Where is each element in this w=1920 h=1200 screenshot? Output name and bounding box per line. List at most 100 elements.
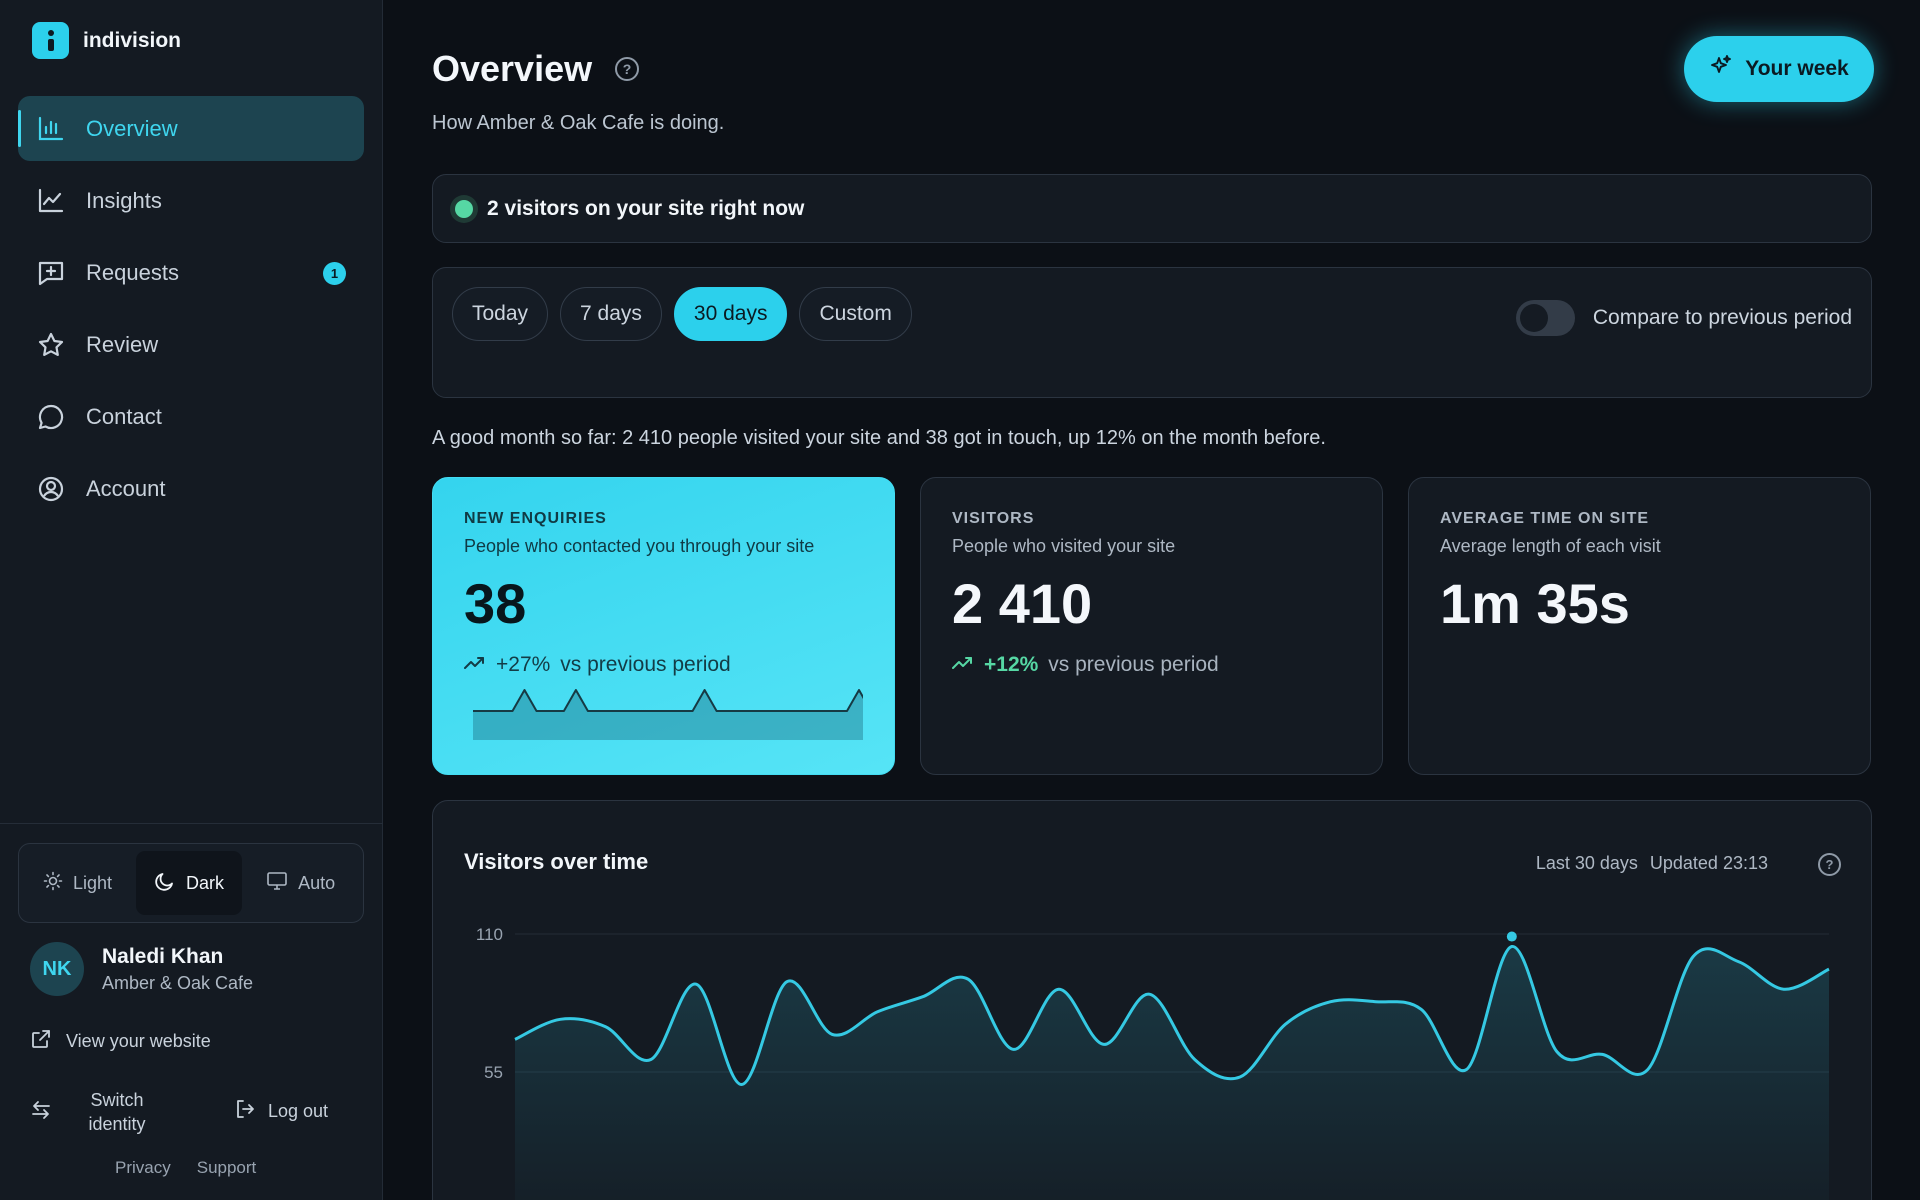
brand[interactable]: indivision xyxy=(32,22,181,59)
bar-chart-icon xyxy=(36,114,66,144)
swap-arrows-icon xyxy=(30,1099,52,1126)
message-plus-icon xyxy=(36,258,66,288)
card-delta: +27% xyxy=(496,653,551,676)
page-title: Overview xyxy=(432,48,593,89)
live-status-dot xyxy=(455,199,473,218)
switch-identity-button[interactable]: Switch identity xyxy=(30,1088,154,1136)
range-7days-button[interactable]: 7 days xyxy=(560,287,662,341)
brand-logo-icon xyxy=(32,22,69,59)
user-org: Amber & Oak Cafe xyxy=(102,972,254,993)
requests-badge: 1 xyxy=(323,262,346,285)
sparkline-line xyxy=(473,689,863,712)
nav-item-insights[interactable]: Insights xyxy=(18,168,364,233)
card-label: NEW ENQUIRIES xyxy=(464,510,607,527)
chart-range-label: Last 30 days xyxy=(1535,853,1638,873)
nav-item-label: Insights xyxy=(86,187,162,213)
theme-auto-button[interactable]: Auto xyxy=(248,851,353,915)
stat-cards: NEW ENQUIRIES People who contacted you t… xyxy=(432,477,1871,775)
card-label: VISITORS xyxy=(952,510,1035,527)
brand-name: indivision xyxy=(83,28,182,52)
chat-bubble-icon xyxy=(36,402,66,432)
line-chart-icon xyxy=(36,186,66,216)
nav-item-label: Account xyxy=(86,475,166,501)
stat-card-avg-time[interactable]: AVERAGE TIME ON SITE Average length of e… xyxy=(1408,477,1871,775)
card-description: People who contacted you through your si… xyxy=(464,536,815,556)
footer-links: Privacy Support xyxy=(115,1158,256,1178)
card-delta-suffix: vs previous period xyxy=(560,653,731,676)
y-tick-label: 110 xyxy=(476,925,503,944)
chart-updated-label: Updated 23:13 xyxy=(1649,853,1768,873)
visitors-line xyxy=(514,945,1830,1087)
live-visitors-banner: 2 visitors on your site right now xyxy=(432,174,1872,243)
sun-icon xyxy=(43,871,63,896)
theme-dark-button[interactable]: Dark xyxy=(136,851,243,915)
nav-item-label: Requests xyxy=(86,259,179,285)
enquiries-sparkline xyxy=(473,689,863,740)
theme-auto-label: Auto xyxy=(298,872,336,893)
switch-identity-label: Switch identity xyxy=(88,1090,146,1134)
chart-title: Visitors over time xyxy=(464,849,649,874)
visitors-chart-panel: Visitors over time Last 30 days Updated … xyxy=(432,800,1872,1200)
user-profile[interactable]: NK Naledi Khan Amber & Oak Cafe xyxy=(30,942,253,996)
card-trend: +27% vs previous period xyxy=(464,653,863,677)
compare-label: Compare to previous period xyxy=(1592,306,1852,329)
view-website-label: View your website xyxy=(66,1031,211,1051)
period-summary: A good month so far: 2 410 people visite… xyxy=(432,427,1326,449)
card-value: 38 xyxy=(464,572,527,635)
nav-item-overview[interactable]: Overview xyxy=(18,96,364,161)
card-description: Average length of each visit xyxy=(1440,536,1661,556)
help-icon[interactable]: ? xyxy=(615,57,639,81)
nav-item-account[interactable]: Account xyxy=(18,456,364,521)
y-tick-label: 55 xyxy=(484,1063,503,1082)
trend-up-icon xyxy=(952,653,974,677)
avatar: NK xyxy=(30,942,84,996)
your-week-button[interactable]: Your week xyxy=(1684,36,1874,102)
theme-light-button[interactable]: Light xyxy=(25,851,130,915)
card-label: AVERAGE TIME ON SITE xyxy=(1440,510,1650,527)
card-trend: +12% vs previous period xyxy=(952,653,1351,677)
nav-item-review[interactable]: Review xyxy=(18,312,364,377)
compare-toggle[interactable] xyxy=(1515,300,1575,336)
trend-up-icon xyxy=(464,653,486,677)
nav-item-contact[interactable]: Contact xyxy=(18,384,364,449)
card-value: 1m 35s xyxy=(1440,572,1630,635)
theme-light-label: Light xyxy=(73,872,113,893)
chart-help-icon[interactable]: ? xyxy=(1818,853,1841,876)
stat-card-enquiries[interactable]: NEW ENQUIRIES People who contacted you t… xyxy=(432,477,895,775)
sparkles-icon xyxy=(1709,54,1733,84)
view-website-link[interactable]: View your website xyxy=(30,1028,211,1055)
main-content: Overview ? How Amber & Oak Cafe is doing… xyxy=(432,0,1874,1200)
range-custom-button[interactable]: Custom xyxy=(799,287,912,341)
nav-item-label: Review xyxy=(86,331,159,357)
chart-meta: Last 30 days Updated 23:13 xyxy=(1536,853,1768,874)
sidebar: indivision Overview Insights Requests 1 xyxy=(0,0,383,1200)
visitors-area-chart: 110 55 xyxy=(476,925,1830,1200)
star-icon xyxy=(36,330,66,360)
card-delta-suffix: vs previous period xyxy=(1048,653,1219,676)
date-range-panel: Today 7 days 30 days Custom Compare to p… xyxy=(432,267,1872,398)
card-description: People who visited your site xyxy=(952,536,1176,556)
card-value: 2 410 xyxy=(952,572,1093,635)
range-30days-button[interactable]: 30 days xyxy=(673,287,788,341)
moon-icon xyxy=(154,870,176,897)
nav-item-requests[interactable]: Requests 1 xyxy=(18,240,364,305)
sidebar-divider xyxy=(0,823,383,824)
page-subtitle: How Amber & Oak Cafe is doing. xyxy=(432,112,725,134)
nav-item-label: Contact xyxy=(86,403,162,429)
logout-button[interactable]: Log out xyxy=(234,1098,328,1125)
user-name: Naledi Khan xyxy=(102,944,224,968)
range-today-button[interactable]: Today xyxy=(452,287,549,341)
logout-label: Log out xyxy=(268,1101,329,1121)
compare-control: Compare to previous period xyxy=(1515,300,1852,336)
theme-switcher: Light Dark Auto xyxy=(18,843,364,923)
stat-card-visitors[interactable]: VISITORS People who visited your site 2 … xyxy=(920,477,1383,775)
date-range-pills: Today 7 days 30 days Custom xyxy=(452,287,912,341)
live-visitors-text: 2 visitors on your site right now xyxy=(487,196,805,220)
user-circle-icon xyxy=(36,474,66,504)
external-link-icon xyxy=(30,1028,52,1055)
highlight-point xyxy=(1506,931,1517,942)
nav-item-label: Overview xyxy=(86,115,178,141)
support-link[interactable]: Support xyxy=(196,1158,257,1177)
card-delta: +12% xyxy=(984,653,1039,676)
privacy-link[interactable]: Privacy xyxy=(115,1158,171,1177)
